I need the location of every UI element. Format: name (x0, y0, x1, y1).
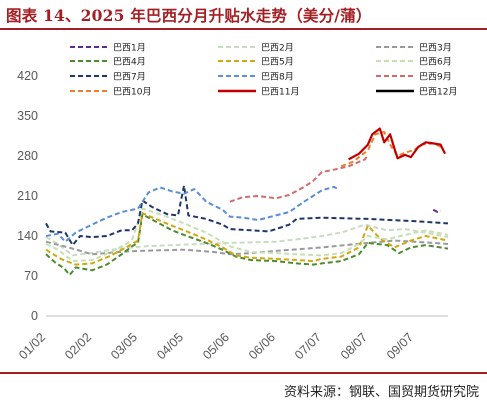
series-line-1 (432, 208, 441, 213)
y-tick-label: 0 (31, 309, 38, 323)
legend-label: 巴西11月 (261, 87, 299, 98)
chart-series (45, 127, 449, 276)
x-tick-label: 08/07 (338, 330, 370, 362)
legend-label: 巴西5月 (261, 57, 294, 68)
series-line-10 (340, 131, 444, 168)
legend-label: 巴西8月 (261, 72, 294, 83)
series-line-4 (45, 213, 449, 276)
x-tick-label: 07/07 (292, 330, 324, 362)
y-tick-label: 70 (24, 269, 38, 283)
legend-label: 巴西4月 (113, 57, 146, 68)
source-note: 资料来源：钢联、国贸期货研究院 (283, 385, 479, 400)
x-tick-label: 03/05 (108, 330, 140, 362)
series-line-3 (45, 239, 449, 256)
legend-label: 巴西6月 (419, 57, 452, 68)
x-tick-label: 06/06 (246, 330, 278, 362)
legend-label: 巴西9月 (419, 72, 452, 83)
y-tick-label: 140 (17, 229, 38, 243)
title-divider (0, 28, 487, 30)
legend-label: 巴西2月 (261, 43, 294, 54)
legend-label: 巴西10月 (113, 87, 151, 98)
y-tick-label: 350 (17, 109, 38, 123)
chart-axes: 0 70 140 210 280 350 420 01/02 02/02 03/05 04/05 05… (16, 69, 448, 362)
series-line-5 (45, 212, 449, 266)
x-tick-label: 05/06 (200, 330, 232, 362)
source-divider (0, 372, 487, 374)
x-tick-label: 09/07 (384, 330, 416, 362)
y-tick-label: 420 (17, 69, 38, 83)
legend-label: 巴西1月 (113, 43, 146, 54)
x-tick-label: 04/05 (154, 330, 186, 362)
series-line-6 (45, 207, 449, 263)
series-line-11 (348, 127, 446, 161)
series-line-7 (45, 184, 449, 247)
y-tick-label: 210 (17, 189, 38, 203)
legend-label: 巴西7月 (113, 72, 146, 83)
series-line-2 (45, 223, 449, 257)
series-line-9 (229, 154, 369, 203)
x-tick-label: 02/02 (62, 330, 94, 362)
series-line-8 (45, 185, 339, 243)
legend-label: 巴西12月 (419, 87, 457, 98)
legend-label: 巴西3月 (419, 43, 452, 54)
y-tick-label: 280 (17, 149, 38, 163)
x-tick-label: 01/02 (16, 330, 48, 362)
chart-title: 图表 14、2025 年巴西分月升贴水走势（美分/蒲） (6, 6, 372, 25)
